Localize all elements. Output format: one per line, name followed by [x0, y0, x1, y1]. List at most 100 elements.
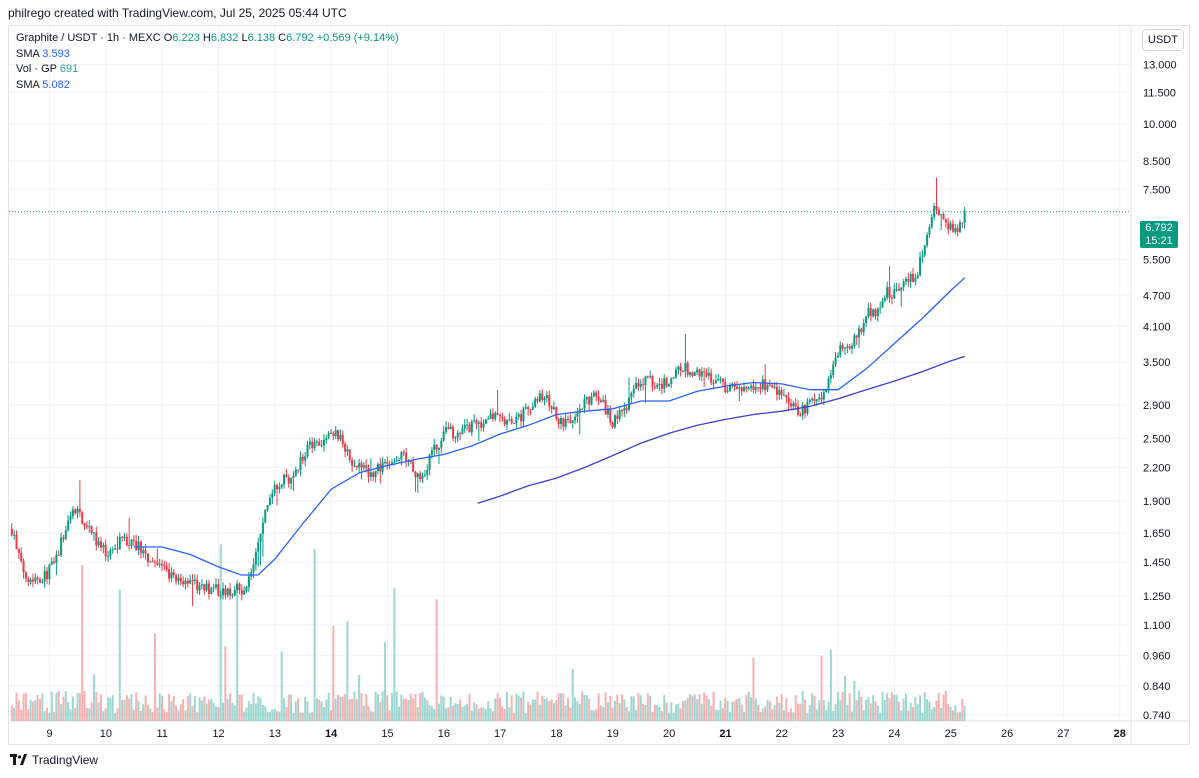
volume-bar: [609, 695, 612, 721]
candle-body: [520, 414, 523, 422]
chart-frame[interactable]: 13.000 11.500 10.000 8.500 7.500 5.500 4.700 4.…: [8, 25, 1191, 746]
volume-bar: [24, 693, 27, 721]
candle-body: [38, 579, 41, 583]
candle-body: [559, 417, 562, 424]
volume-bar: [719, 700, 722, 721]
volume-bar: [806, 712, 809, 721]
last-price-tag: 6.792 15:21: [1140, 221, 1178, 248]
volume-row[interactable]: Vol · GP 691: [16, 63, 79, 75]
time-axis-label: 16: [438, 728, 450, 740]
volume-bar: [414, 693, 417, 721]
volume-bar: [74, 707, 77, 721]
sma-row-2[interactable]: SMA 5.082: [16, 78, 70, 91]
candle-body: [236, 583, 239, 590]
volume-bar: [365, 693, 368, 721]
symbol-label[interactable]: Graphite / USDT · 1h · MEXC: [16, 32, 161, 44]
volume-bar: [940, 708, 943, 721]
candle-body: [836, 355, 839, 358]
volume-bar: [358, 674, 361, 721]
candle-body: [677, 366, 680, 370]
candle-body: [503, 418, 506, 425]
sma-slow-line: [477, 355, 965, 504]
price-axis-label: 1.250: [1143, 591, 1171, 603]
price-chart[interactable]: 13.000 11.500 10.000 8.500 7.500 5.500 4.700 4.…: [9, 26, 1191, 746]
candle-body: [637, 382, 640, 387]
volume-bar: [635, 709, 638, 721]
candle-body: [193, 579, 196, 582]
moving-averages: [134, 277, 966, 576]
volume-bar: [85, 707, 88, 721]
candle-body: [672, 377, 675, 379]
volume-bar: [520, 697, 523, 721]
sma-row[interactable]: SMA 3.593: [16, 47, 70, 60]
volume-bar: [50, 691, 53, 721]
candle-body: [721, 378, 724, 382]
volume-bar: [362, 705, 365, 721]
volume-bar: [299, 712, 302, 721]
candle-body: [881, 301, 884, 308]
volume-bar: [205, 703, 208, 721]
volume-bar: [902, 698, 905, 721]
candle-body: [595, 392, 598, 397]
candle-body: [621, 410, 624, 412]
currency-unit-button[interactable]: USDT: [1142, 29, 1184, 51]
volume-bar: [95, 691, 98, 721]
candle-body: [937, 209, 940, 215]
volume-bar: [346, 621, 349, 721]
volume-bar: [456, 704, 459, 721]
volume-bar: [92, 674, 95, 721]
volume-bar: [447, 707, 450, 721]
candle-body: [527, 407, 530, 410]
candle-body: [743, 387, 746, 392]
volume-bar: [597, 693, 600, 721]
candle-body: [240, 590, 243, 595]
volume-bar: [463, 705, 466, 721]
volume-bar: [921, 712, 924, 721]
volume-bar: [332, 625, 335, 721]
price-axis-label: 1.100: [1143, 620, 1171, 632]
volume-bar: [621, 694, 624, 721]
candle-body: [538, 393, 541, 402]
volume-bar: [656, 704, 659, 721]
time-axis-label: 18: [550, 728, 562, 740]
candle-body: [90, 526, 93, 534]
volume-bar: [224, 646, 227, 721]
candle-body: [714, 380, 717, 384]
volume-bar: [313, 548, 316, 721]
candle-body: [789, 403, 792, 407]
price-axis-label: 0.960: [1143, 651, 1171, 663]
volume-bar: [60, 704, 63, 721]
volume-bar: [782, 710, 785, 721]
candle-body: [588, 396, 591, 405]
candle-body: [196, 579, 199, 591]
volume-bar: [510, 695, 513, 721]
volume-bar: [393, 588, 396, 721]
volume-bar: [571, 668, 574, 721]
candle-body: [851, 346, 854, 349]
volume-bar: [231, 703, 234, 721]
volume-bar: [46, 707, 49, 721]
volume-bar: [846, 704, 849, 721]
candle-body: [853, 335, 856, 347]
volume-bar: [473, 702, 476, 721]
candle-body: [689, 372, 692, 375]
candle-body: [266, 504, 269, 510]
volume-bar: [738, 697, 741, 721]
candle-body: [405, 452, 408, 462]
volume-bar: [559, 693, 562, 721]
volume-bar: [198, 697, 201, 721]
volume-bar: [623, 699, 626, 721]
volume-bar: [142, 704, 145, 721]
volume-bar: [292, 712, 295, 721]
volume-bar: [212, 702, 215, 721]
candle-body: [656, 384, 659, 388]
price-axis-label: 3.500: [1143, 357, 1171, 369]
candle-body: [111, 549, 114, 551]
volume-bar: [714, 709, 717, 721]
time-axis-label: 17: [494, 728, 506, 740]
candle-body: [801, 405, 804, 416]
candle-body: [665, 378, 668, 387]
candle-body: [597, 396, 600, 401]
candle-body: [609, 409, 612, 423]
volume-bar: [937, 692, 940, 721]
